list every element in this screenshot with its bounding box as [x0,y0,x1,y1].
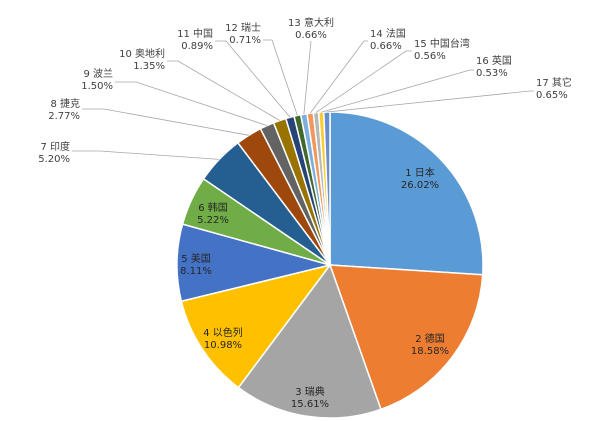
slice-label-12: 12 瑞士0.71% [225,21,261,46]
slice-category-label: 9 波兰 [83,67,113,80]
slice-category-label: 3 瑞典 [295,385,325,398]
slice-value-label: 10.98% [204,340,242,351]
slice-value-label: 0.71% [229,35,261,46]
slice-category-label: 5 美国 [181,252,211,265]
pie-slices [176,111,484,419]
leader-line-13 [303,40,312,115]
leader-line-12 [263,39,298,116]
pie-slice-1 [329,111,484,276]
leader-line-11 [215,40,291,118]
leader-lines [72,39,534,160]
slice-value-label: 1.50% [81,81,113,92]
slice-label-9: 9 波兰1.50% [81,67,113,92]
leader-line-10 [167,60,280,121]
pie-slice-4 [180,263,332,389]
slice-label-8: 8 捷克2.77% [48,97,80,122]
slice-category-label: 7 印度 [40,140,70,153]
slice-category-label: 8 捷克 [50,97,80,110]
slice-value-label: 18.58% [411,346,449,357]
slice-value-label: 0.56% [414,51,446,62]
slice-value-label: 0.89% [181,41,213,52]
leader-line-16 [321,69,474,113]
leader-line-9 [115,81,268,126]
leader-line-8 [82,108,249,136]
slice-label-7: 7 印度5.20% [38,140,70,165]
slice-value-label: 0.66% [370,41,402,52]
slice-label-5: 5 美国8.11% [180,252,212,277]
slice-category-label: 14 法国 [370,27,406,40]
slice-label-16: 16 英国0.53% [476,54,512,79]
slice-category-label: 15 中国台湾 [414,37,470,50]
slice-category-label: 10 奥地利 [119,47,165,60]
slice-value-label: 26.02% [401,180,439,191]
leader-line-17 [326,90,534,113]
pie-slice-2 [328,264,484,411]
slice-category-label: 12 瑞士 [225,21,261,34]
slice-label-6: 6 韩国5.22% [197,201,229,226]
slice-category-label: 1 日本 [405,166,435,179]
slice-label-17: 17 其它0.65% [536,76,572,101]
slice-category-label: 17 其它 [536,76,572,89]
slice-value-label: 2.77% [48,111,80,122]
slice-category-label: 13 意大利 [288,16,334,29]
leader-line-15 [315,50,412,113]
slice-value-label: 8.11% [180,266,212,277]
slice-value-label: 0.66% [295,30,327,41]
slice-category-label: 11 中国 [177,27,213,40]
slice-value-label: 0.53% [476,68,508,79]
slice-category-label: 4 以色列 [203,326,243,339]
leader-line-7 [72,150,220,160]
slice-value-label: 5.22% [197,215,229,226]
slice-value-label: 5.20% [38,154,70,165]
slice-value-label: 0.65% [536,90,568,101]
slice-value-label: 15.61% [291,399,329,410]
leader-line-14 [309,40,368,114]
slice-value-label: 1.35% [133,61,165,72]
slice-category-label: 16 英国 [476,54,512,67]
slice-category-label: 6 韩国 [198,201,228,214]
slice-category-label: 2 德国 [415,332,445,345]
slice-label-11: 11 中国0.89% [177,27,213,52]
slice-label-14: 14 法国0.66% [370,27,406,52]
pie-slice-3 [237,263,382,419]
